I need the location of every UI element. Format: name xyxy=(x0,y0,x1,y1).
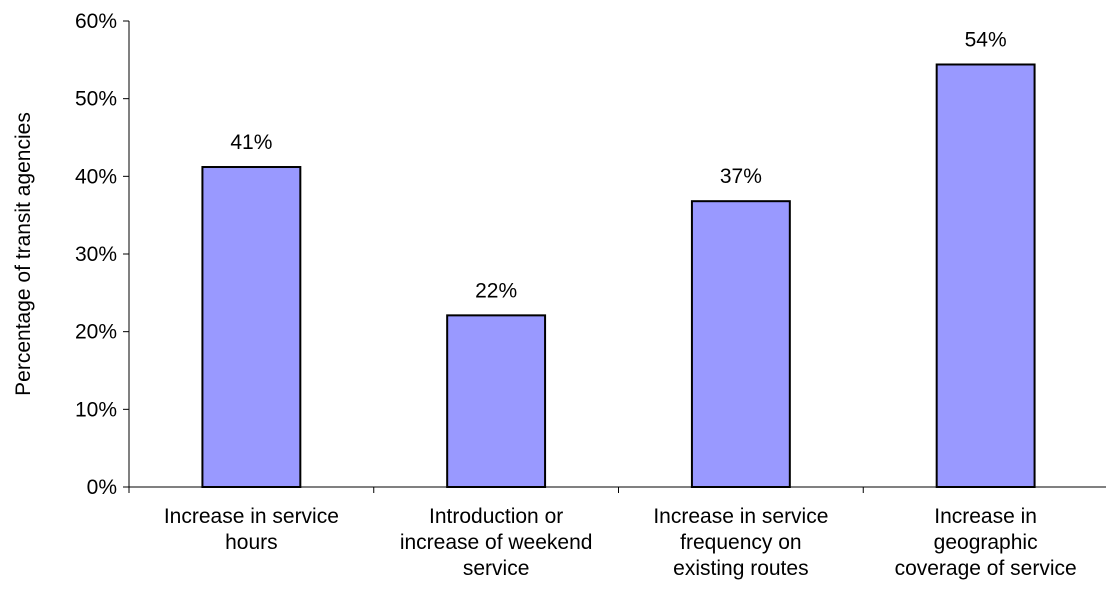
category-label: Increase in service frequency on existing … xyxy=(653,505,828,580)
bar-data-label: 22% xyxy=(475,279,517,302)
category-label-line: Increase in service xyxy=(653,505,828,528)
category-label-line: existing routes xyxy=(673,557,808,580)
bar-data-label: 37% xyxy=(720,165,762,188)
y-tick-label: 30% xyxy=(75,243,117,266)
y-axis-title: Percentage of transit agencies xyxy=(12,112,35,396)
bar xyxy=(935,63,1036,488)
y-axis-title-group: Percentage of transit agencies xyxy=(12,112,35,396)
y-tick-label: 10% xyxy=(75,398,117,421)
y-tick-label: 60% xyxy=(75,10,117,33)
bar xyxy=(690,200,791,488)
bar-data-label: 54% xyxy=(965,28,1007,51)
category-labels: Increase in service hours Introduction or i… xyxy=(164,505,1077,580)
category-label: Increase in service hours xyxy=(164,505,339,554)
category-label-line: Increase in xyxy=(934,505,1037,528)
category-label-line: frequency on xyxy=(680,531,801,554)
bar xyxy=(446,314,547,488)
category-label: Increase in geographic coverage of service xyxy=(895,505,1077,580)
category-label-line: coverage of service xyxy=(895,557,1077,580)
data-labels: 41% 22% 37% 54% xyxy=(230,28,1006,302)
category-label-line: Introduction or xyxy=(429,505,563,528)
category-label-line: service xyxy=(463,557,530,580)
category-label-line: Increase in service xyxy=(164,505,339,528)
category-label-line: geographic xyxy=(934,531,1038,554)
bar xyxy=(201,166,302,488)
bar-data-label: 41% xyxy=(230,131,272,154)
y-tick-label: 50% xyxy=(75,88,117,111)
y-tick-label: 0% xyxy=(87,476,117,499)
y-tick-label: 40% xyxy=(75,165,117,188)
y-axis: 0% 10% 20% 30% 40% 50% 60% xyxy=(75,10,130,499)
category-label-line: hours xyxy=(225,531,278,554)
category-label: Introduction or increase of weekend servic… xyxy=(400,505,593,580)
y-tick-label: 20% xyxy=(75,321,117,344)
bars xyxy=(201,63,1036,488)
category-label-line: increase of weekend xyxy=(400,531,593,554)
